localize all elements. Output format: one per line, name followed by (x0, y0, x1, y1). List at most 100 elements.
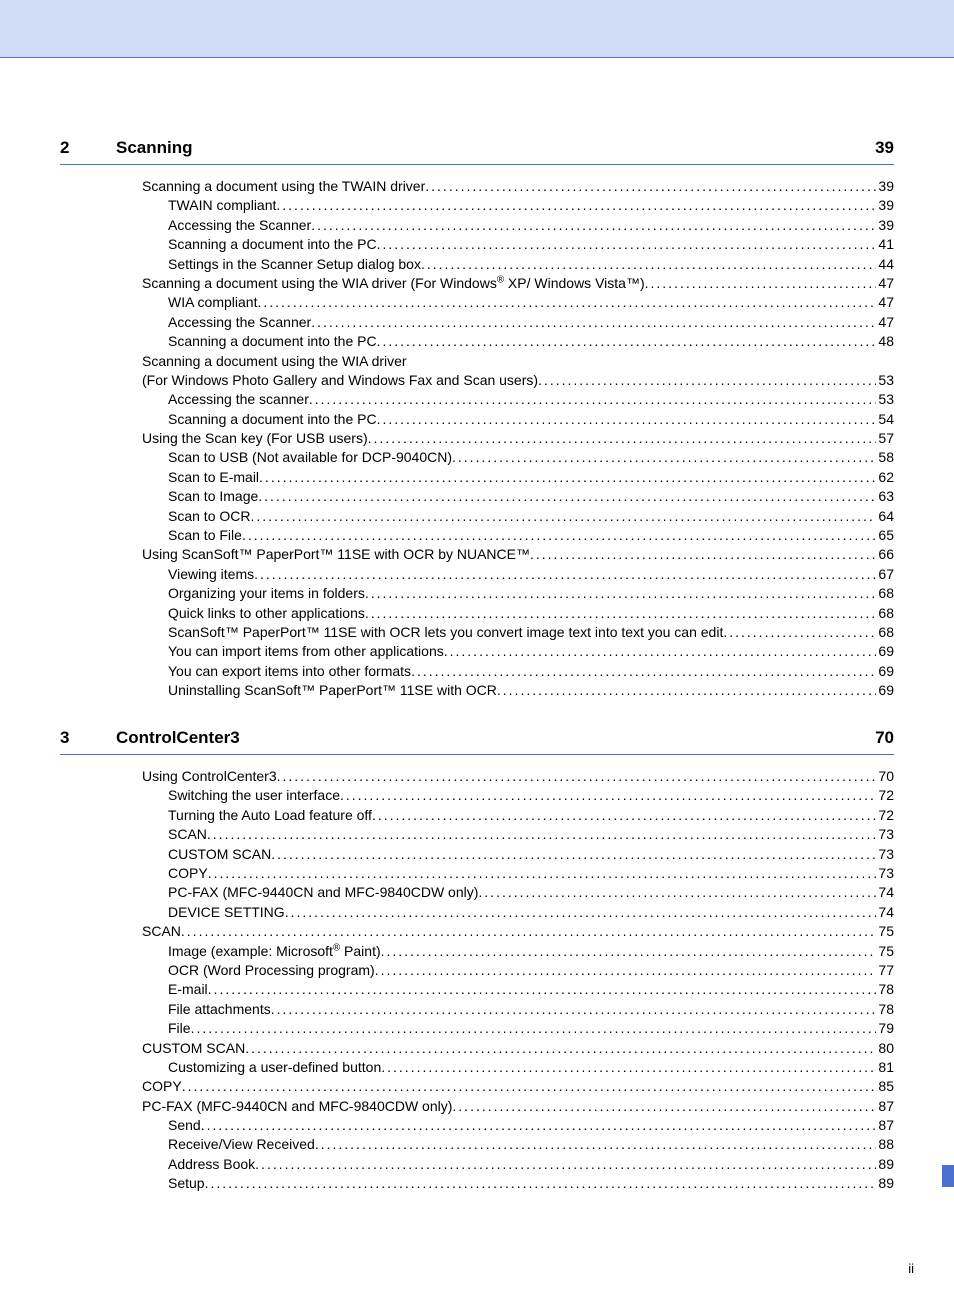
toc-entry[interactable]: Scanning a document using the WIA driver… (142, 274, 894, 293)
toc-leader (285, 903, 877, 922)
toc-entry[interactable]: Organizing your items in folders 68 (142, 584, 894, 603)
toc-entry-label: ScanSoft™ PaperPort™ 11SE with OCR lets … (168, 623, 723, 642)
toc-entry-page: 78 (876, 1000, 894, 1019)
toc-leader (259, 468, 876, 487)
toc-entry-label: Scanning a document into the PC (168, 410, 377, 429)
toc-entry[interactable]: Customizing a user-defined button81 (142, 1058, 894, 1077)
toc-entry[interactable]: Switching the user interface 72 (142, 786, 894, 805)
toc-leader (478, 883, 876, 902)
toc-entry-page: 70 (876, 767, 894, 786)
toc-leader (538, 371, 876, 390)
chapter-title[interactable]: ControlCenter3 (116, 728, 875, 748)
toc-leader (381, 1058, 876, 1077)
toc-entry[interactable]: Uninstalling ScanSoft™ PaperPort™ 11SE w… (142, 681, 894, 700)
toc-entry[interactable]: Quick links to other applications 68 (142, 604, 894, 623)
toc-entry[interactable]: File79 (142, 1019, 894, 1038)
toc-entry[interactable]: SCAN75 (142, 922, 894, 941)
toc-leader (497, 681, 877, 700)
toc-entry[interactable]: PC-FAX (MFC-9440CN and MFC-9840CDW only)… (142, 1097, 894, 1116)
toc-entry-label: Quick links to other applications (168, 604, 365, 623)
toc-entry[interactable]: TWAIN compliant39 (142, 196, 894, 215)
toc-entry-label: Scan to Image (168, 487, 258, 506)
toc-entry[interactable]: (For Windows Photo Gallery and Windows F… (142, 371, 894, 390)
toc-entry[interactable]: Scanning a document using the TWAIN driv… (142, 177, 894, 196)
toc-entry-page: 67 (876, 565, 894, 584)
toc-entry-page: 54 (876, 410, 894, 429)
toc-entry[interactable]: Scan to File 65 (142, 526, 894, 545)
toc-entry-label: Scanning a document using the TWAIN driv… (142, 177, 425, 196)
toc-entry[interactable]: Receive/View Received88 (142, 1135, 894, 1154)
toc-entry-label: Customizing a user-defined button (168, 1058, 381, 1077)
toc-entry[interactable]: Scan to E-mail 62 (142, 468, 894, 487)
toc-entry[interactable]: Accessing the Scanner47 (142, 313, 894, 332)
toc-body: Using ControlCenter3 70Switching the use… (142, 767, 894, 1193)
toc-leader (377, 235, 877, 254)
toc-leader (255, 1155, 876, 1174)
toc-entry[interactable]: Turning the Auto Load feature off72 (142, 806, 894, 825)
toc-entry-label: Switching the user interface (168, 786, 340, 805)
toc-entry-page: 47 (876, 313, 894, 332)
toc-entry[interactable]: Send 87 (142, 1116, 894, 1135)
toc-entry[interactable]: Address Book 89 (142, 1155, 894, 1174)
toc-entry[interactable]: Setup 89 (142, 1174, 894, 1193)
toc-leader (311, 313, 876, 332)
toc-entry-page: 79 (876, 1019, 894, 1038)
toc-entry-page: 87 (876, 1116, 894, 1135)
page-content: 2Scanning39Scanning a document using the… (0, 58, 954, 1251)
toc-entry-page: 73 (876, 825, 894, 844)
toc-entry-label: Using the Scan key (For USB users) (142, 429, 368, 448)
toc-entry[interactable]: ScanSoft™ PaperPort™ 11SE with OCR lets … (142, 623, 894, 642)
toc-entry[interactable]: Using ControlCenter3 70 (142, 767, 894, 786)
toc-leader (309, 390, 877, 409)
toc-entry[interactable]: E-mail 78 (142, 980, 894, 999)
header-band (0, 0, 954, 58)
toc-entry[interactable]: COPY 85 (142, 1077, 894, 1096)
toc-entry[interactable]: Scan to Image 63 (142, 487, 894, 506)
toc-entry-page: 89 (876, 1174, 894, 1193)
toc-entry[interactable]: Accessing the scanner 53 (142, 390, 894, 409)
toc-entry[interactable]: DEVICE SETTING74 (142, 903, 894, 922)
toc-entry-label: COPY (168, 864, 208, 883)
toc-entry[interactable]: Scanning a document into the PC 48 (142, 332, 894, 351)
toc-entry-page: 89 (876, 1155, 894, 1174)
toc-entry[interactable]: Settings in the Scanner Setup dialog box… (142, 255, 894, 274)
toc-entry[interactable]: Accessing the Scanner39 (142, 216, 894, 235)
toc-entry[interactable]: SCAN73 (142, 825, 894, 844)
toc-entry-label: Accessing the Scanner (168, 216, 311, 235)
toc-entry[interactable]: Scanning a document using the WIA driver (142, 352, 894, 371)
toc-entry-page: 68 (876, 584, 894, 603)
toc-entry-page: 65 (876, 526, 894, 545)
toc-entry[interactable]: Scanning a document into the PC 54 (142, 410, 894, 429)
toc-entry-page: 72 (876, 786, 894, 805)
toc-leader (421, 255, 876, 274)
toc-leader (254, 565, 876, 584)
toc-entry-page: 62 (876, 468, 894, 487)
toc-entry[interactable]: Image (example: Microsoft® Paint)75 (142, 942, 894, 961)
toc-entry[interactable]: Scanning a document into the PC 41 (142, 235, 894, 254)
toc-entry[interactable]: You can import items from other applicat… (142, 642, 894, 661)
toc-entry[interactable]: OCR (Word Processing program) 77 (142, 961, 894, 980)
toc-leader (530, 545, 876, 564)
toc-entry[interactable]: CUSTOM SCAN 80 (142, 1039, 894, 1058)
toc-entry-page: 53 (876, 390, 894, 409)
toc-entry[interactable]: Viewing items 67 (142, 565, 894, 584)
toc-entry-page: 47 (876, 274, 894, 293)
toc-entry-label: Organizing your items in folders (168, 584, 365, 603)
toc-entry[interactable]: COPY 73 (142, 864, 894, 883)
toc-entry[interactable]: CUSTOM SCAN 73 (142, 845, 894, 864)
toc-entry[interactable]: WIA compliant 47 (142, 293, 894, 312)
toc-entry[interactable]: You can export items into other formats6… (142, 662, 894, 681)
toc-entry[interactable]: File attachments 78 (142, 1000, 894, 1019)
toc-entry-label: Scan to File (168, 526, 242, 545)
toc-entry-page: 69 (876, 642, 894, 661)
chapter-title[interactable]: Scanning (116, 138, 875, 158)
toc-entry[interactable]: Using the Scan key (For USB users)57 (142, 429, 894, 448)
toc-entry[interactable]: PC-FAX (MFC-9440CN and MFC-9840CDW only)… (142, 883, 894, 902)
toc-entry-label: Scanning a document into the PC (168, 235, 377, 254)
toc-entry[interactable]: Scan to OCR 64 (142, 507, 894, 526)
toc-entry[interactable]: Scan to USB (Not available for DCP-9040C… (142, 448, 894, 467)
toc-entry[interactable]: Using ScanSoft™ PaperPort™ 11SE with OCR… (142, 545, 894, 564)
toc-entry-label: WIA compliant (168, 293, 257, 312)
chapter-heading: 3ControlCenter370 (60, 728, 894, 755)
toc-entry-label: OCR (Word Processing program) (168, 961, 375, 980)
